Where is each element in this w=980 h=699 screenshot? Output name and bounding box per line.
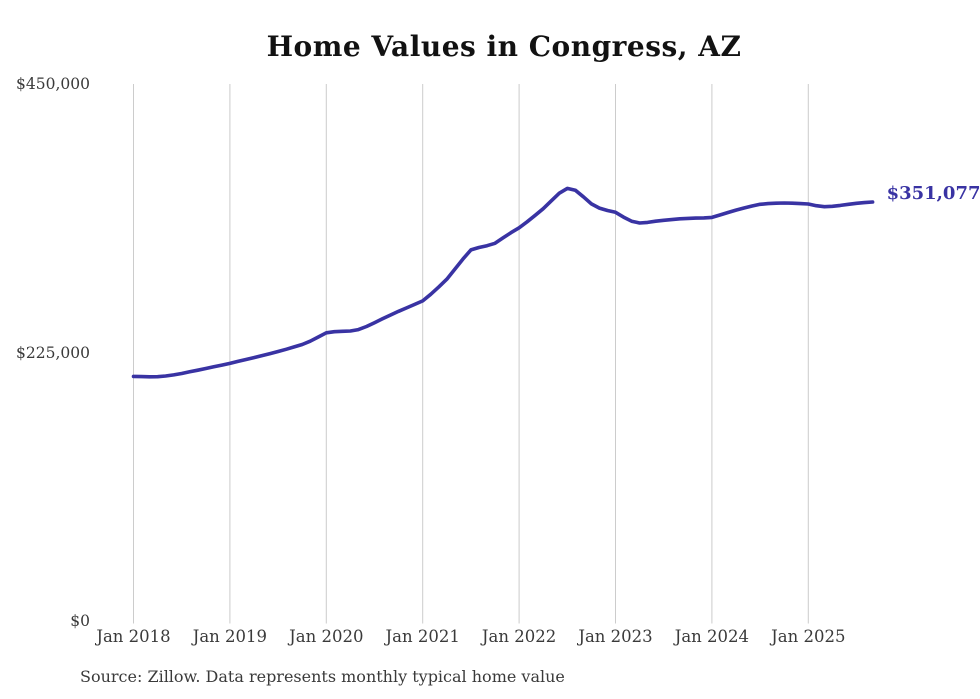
- y-axis-tick-label: $450,000: [16, 75, 90, 93]
- x-axis-tick-label: Jan 2018: [96, 627, 171, 646]
- x-axis-tick-label: Jan 2025: [771, 627, 846, 646]
- x-axis-tick-label: Jan 2021: [385, 627, 460, 646]
- source-note: Source: Zillow. Data represents monthly …: [80, 667, 565, 686]
- latest-value-label: $351,077: [886, 183, 980, 205]
- chart-title: Home Values in Congress, AZ: [266, 30, 742, 63]
- y-axis-tick-label: $225,000: [16, 343, 90, 362]
- x-axis-tick-label: Jan 2023: [578, 627, 653, 646]
- x-axis-tick-label: Jan 2022: [481, 627, 557, 646]
- home-value-series-line: [131, 186, 875, 379]
- x-axis-tick-label: Jan 2020: [289, 627, 364, 646]
- x-axis-tick-label: Jan 2019: [192, 627, 268, 646]
- y-axis-tick-label: $0: [70, 612, 90, 630]
- x-axis-tick-label: Jan 2024: [674, 627, 750, 646]
